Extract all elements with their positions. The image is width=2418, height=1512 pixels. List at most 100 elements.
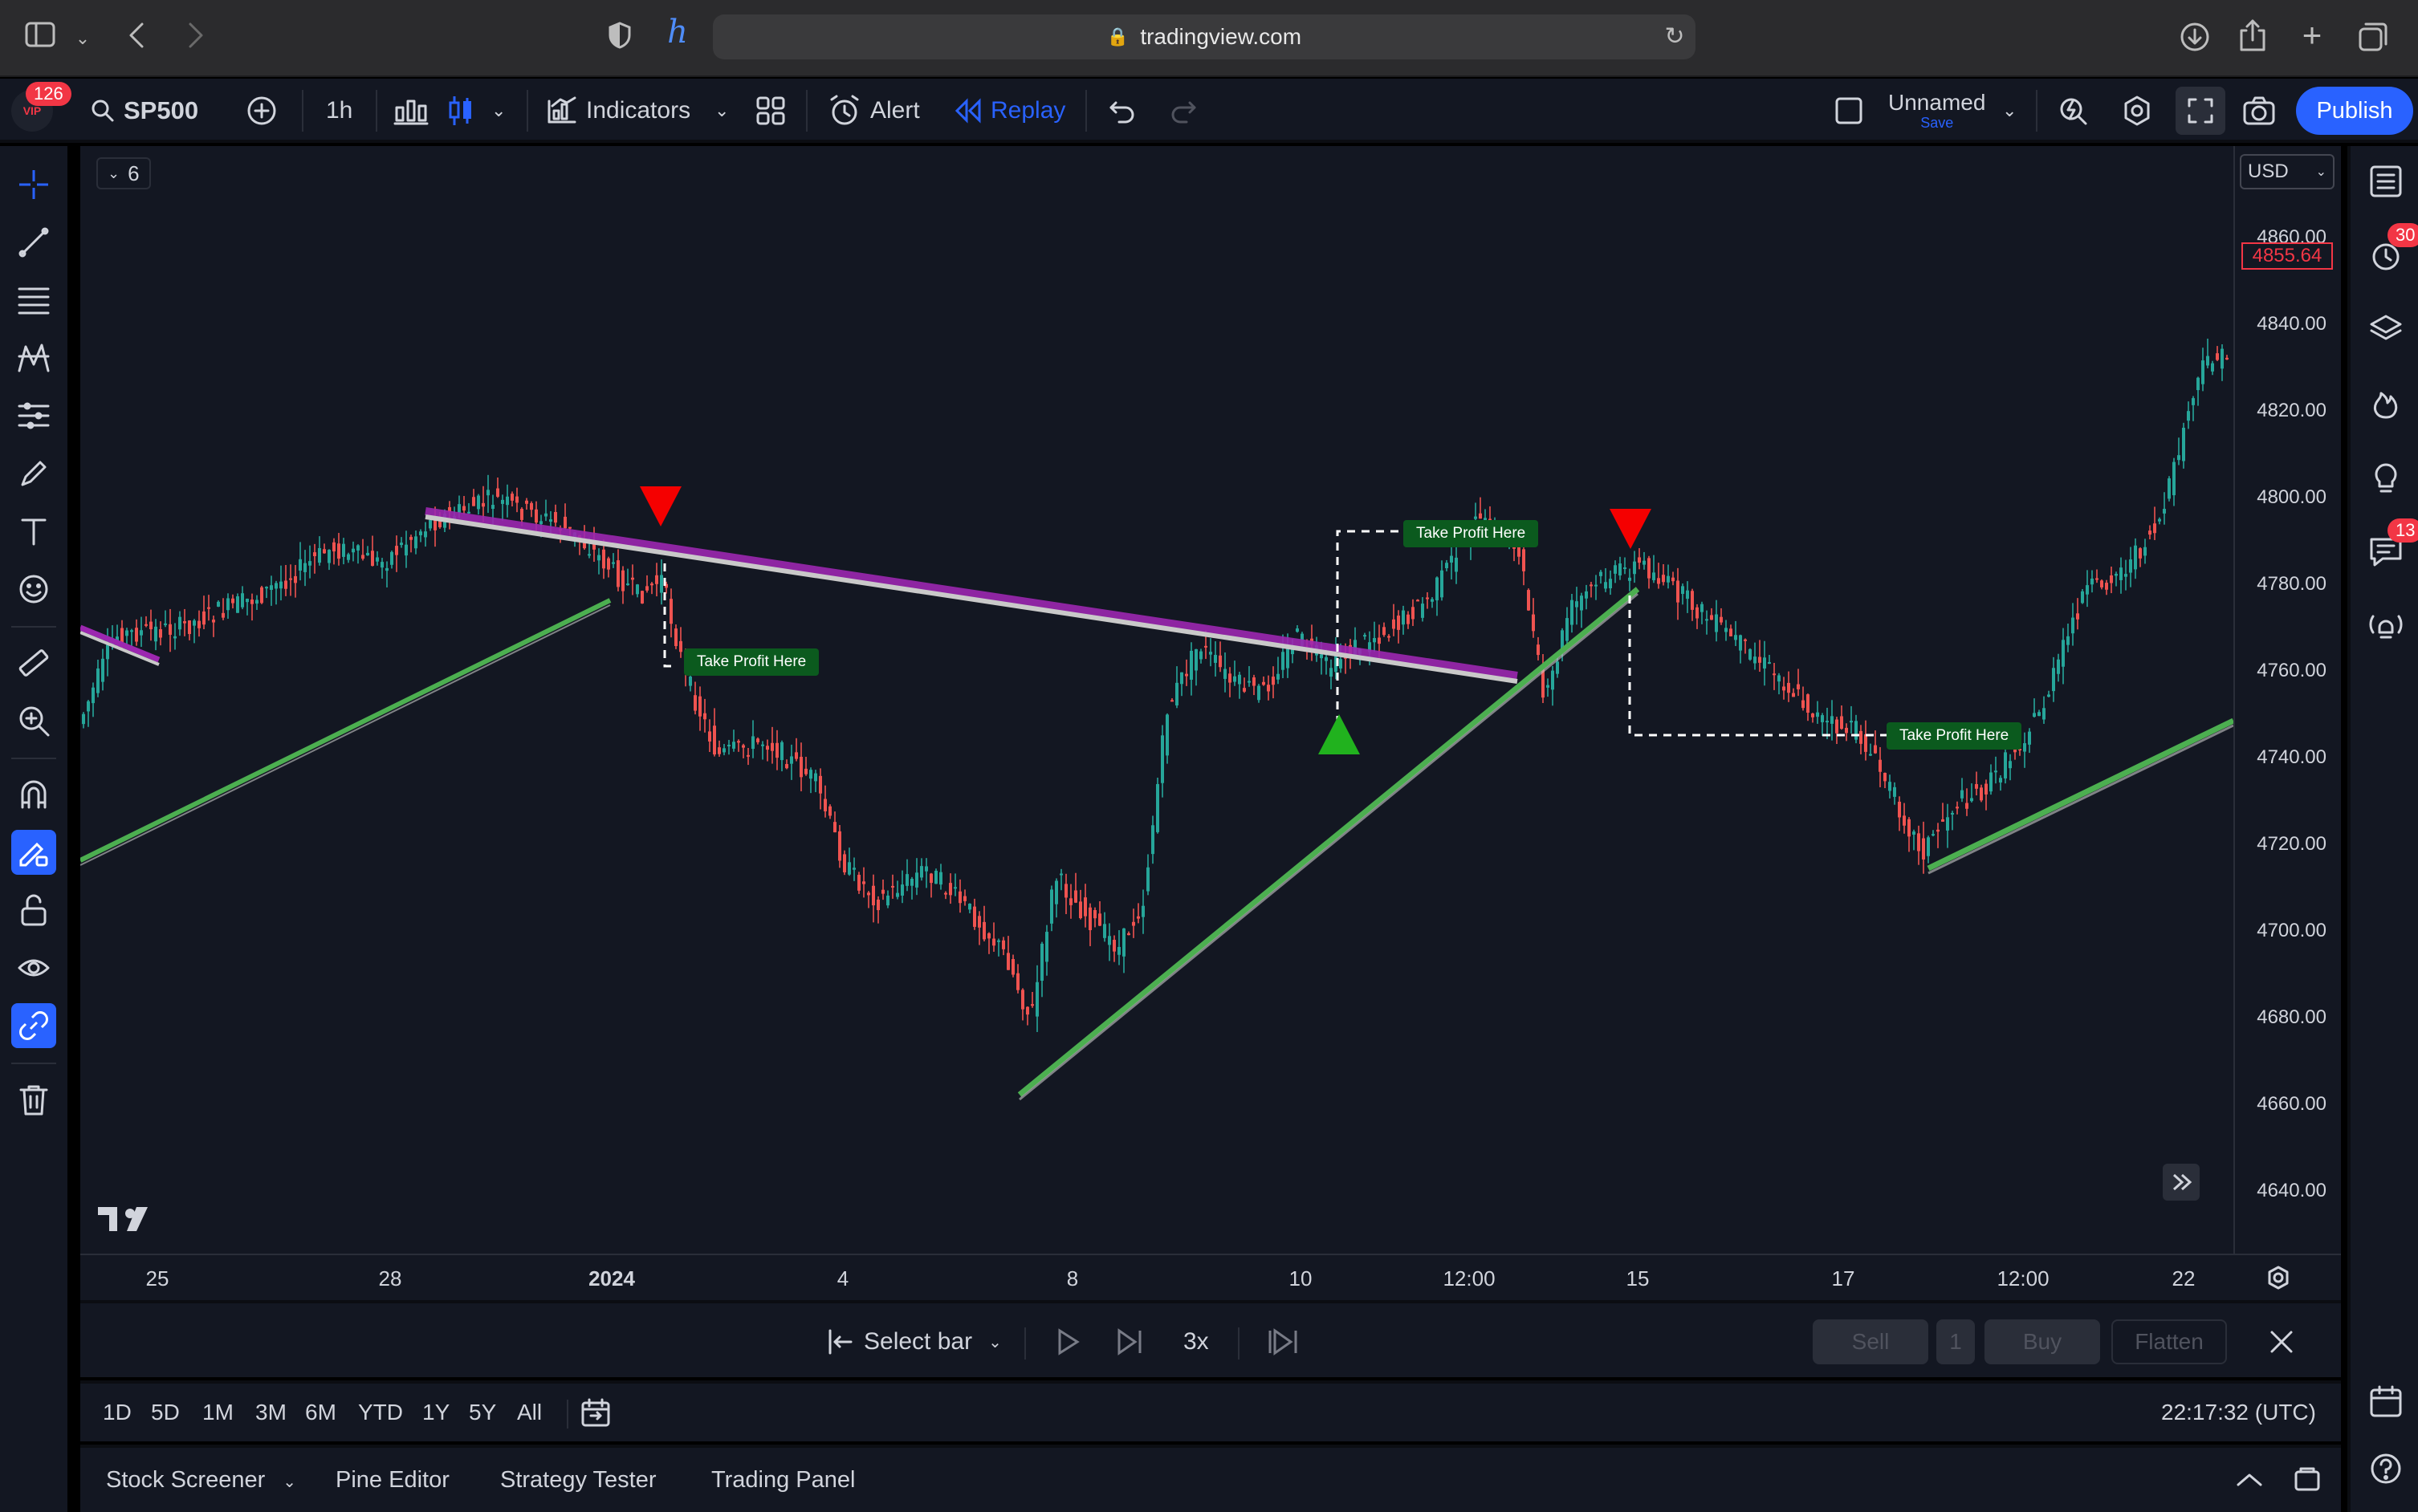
compare-button[interactable]: [246, 79, 278, 143]
address-bar[interactable]: 🔒 tradingview.com: [713, 14, 1695, 59]
chats-button[interactable]: 13: [2363, 518, 2418, 573]
layout-name-button[interactable]: Unnamed Save: [1888, 79, 1985, 143]
utc-clock[interactable]: 22:17:32 (UTC): [2161, 1400, 2316, 1425]
user-menu[interactable]: VIP 126: [11, 79, 71, 143]
close-replay-button[interactable]: [2267, 1319, 2296, 1364]
jump-to-realtime-button[interactable]: [1267, 1319, 1299, 1364]
select-bar-button[interactable]: Select bar ⌄: [825, 1319, 1002, 1364]
price-axis[interactable]: USD ⌄ 4860.00 4840.00 4820.00 4800.00 4780.0…: [2233, 146, 2341, 1254]
replay-speed-button[interactable]: 3x: [1183, 1319, 1209, 1364]
left-trendline-gray[interactable]: [80, 631, 160, 666]
take-profit-label-2[interactable]: Take Profit Here: [1403, 520, 1539, 547]
hide-drawings-tool[interactable]: [11, 945, 56, 990]
quick-search-button[interactable]: [2057, 79, 2089, 143]
quantity-field[interactable]: 1: [1936, 1319, 1975, 1364]
candles-button[interactable]: [446, 79, 475, 143]
back-icon[interactable]: [120, 21, 153, 57]
currency-selector[interactable]: USD ⌄: [2240, 154, 2335, 189]
chevron-down-icon[interactable]: ⌄: [75, 28, 91, 48]
forward-step-button[interactable]: [1116, 1319, 1145, 1364]
measure-tool[interactable]: [11, 640, 56, 685]
watchlist-button[interactable]: [2363, 159, 2408, 204]
play-button[interactable]: [1055, 1319, 1081, 1364]
tab-pine-editor[interactable]: Pine Editor: [336, 1467, 450, 1493]
descending-trendline-gray[interactable]: [425, 514, 1518, 684]
range-1m[interactable]: 1M: [202, 1400, 234, 1425]
take-profit-label-1[interactable]: Take Profit Here: [684, 648, 820, 676]
rising-trendline-middle[interactable]: [1017, 587, 1640, 1097]
lock-drawings-tool[interactable]: [11, 888, 56, 933]
range-3m[interactable]: 3M: [255, 1400, 287, 1425]
fullscreen-button[interactable]: [2176, 87, 2225, 135]
range-5d[interactable]: 5D: [151, 1400, 180, 1425]
fib-tool[interactable]: [11, 278, 56, 323]
text-tool[interactable]: [11, 509, 56, 554]
range-all[interactable]: All: [517, 1400, 543, 1425]
tab-trading-panel[interactable]: Trading Panel: [711, 1467, 856, 1493]
layout-grid-button[interactable]: [755, 79, 787, 143]
layout-checkbox[interactable]: [1834, 79, 1864, 143]
shield-icon[interactable]: [604, 21, 636, 57]
sync-drawings-tool[interactable]: [11, 1003, 56, 1048]
indicators-button[interactable]: Indicators: [546, 79, 690, 143]
axis-settings-button[interactable]: [2265, 1265, 2291, 1295]
sell-button[interactable]: Sell: [1813, 1319, 1928, 1364]
tradingview-logo[interactable]: [98, 1207, 148, 1231]
forecast-tool[interactable]: [11, 393, 56, 438]
publish-button[interactable]: Publish: [2296, 87, 2413, 135]
forward-icon[interactable]: [180, 21, 212, 57]
redo-button[interactable]: [1169, 79, 1198, 143]
maximize-panel-button[interactable]: [2293, 1465, 2322, 1498]
emoji-tool[interactable]: [11, 567, 56, 612]
range-1y[interactable]: 1Y: [422, 1400, 450, 1425]
layout-dropdown[interactable]: ⌄: [2002, 79, 2017, 143]
new-tab-icon[interactable]: +: [2302, 16, 2322, 54]
hotlists-button[interactable]: [2363, 380, 2408, 425]
expand-panel-button[interactable]: [2235, 1465, 2264, 1498]
alert-button[interactable]: Alert: [827, 79, 920, 143]
extension-icon[interactable]: h: [667, 14, 688, 51]
download-icon[interactable]: [2179, 21, 2211, 57]
magnet-tool[interactable]: [11, 772, 56, 817]
go-to-date-button[interactable]: [580, 1396, 612, 1433]
alerts-button[interactable]: 30: [2363, 223, 2418, 278]
range-6m[interactable]: 6M: [305, 1400, 336, 1425]
minds-button[interactable]: [2363, 602, 2408, 647]
reload-icon[interactable]: ↻: [1664, 23, 1685, 50]
legend-collapse-button[interactable]: ⌄ 6: [96, 157, 151, 189]
descending-trendline-purple[interactable]: [425, 507, 1518, 680]
flatten-button[interactable]: Flatten: [2111, 1319, 2227, 1364]
time-axis[interactable]: 25 28 2024 4 8 10 12:00 15 17 12:00 22: [80, 1254, 2341, 1299]
left-trendline-purple[interactable]: [80, 624, 161, 663]
zoom-tool[interactable]: [11, 698, 56, 743]
range-1d[interactable]: 1D: [103, 1400, 132, 1425]
object-tree-button[interactable]: [2363, 307, 2408, 352]
undo-button[interactable]: [1108, 79, 1137, 143]
rising-trendline-right[interactable]: [1927, 717, 2233, 872]
indicators-dropdown[interactable]: ⌄: [714, 79, 729, 143]
trend-line-tool[interactable]: [11, 220, 56, 265]
symbol-search[interactable]: SP500: [90, 79, 198, 143]
screenshot-button[interactable]: [2241, 79, 2277, 143]
share-icon[interactable]: [2238, 18, 2267, 57]
ideas-button[interactable]: [2363, 454, 2408, 499]
remove-drawings-tool[interactable]: [11, 1077, 56, 1122]
range-ytd[interactable]: YTD: [358, 1400, 403, 1425]
tab-stock-screener[interactable]: Stock Screener ⌄: [106, 1467, 296, 1494]
tab-strategy-tester[interactable]: Strategy Tester: [500, 1467, 657, 1493]
range-5y[interactable]: 5Y: [469, 1400, 497, 1425]
replay-button[interactable]: Replay: [954, 79, 1065, 143]
brush-tool[interactable]: [11, 451, 56, 496]
help-button[interactable]: [2363, 1446, 2408, 1491]
bar-style-button[interactable]: [393, 79, 429, 143]
scroll-to-realtime-button[interactable]: [2163, 1164, 2200, 1201]
pattern-tool[interactable]: [11, 335, 56, 380]
stay-in-drawing-mode-tool[interactable]: [11, 830, 56, 875]
interval-button[interactable]: 1h: [326, 79, 352, 143]
sidebar-icon[interactable]: [22, 21, 58, 55]
take-profit-label-3[interactable]: Take Profit Here: [1887, 722, 2022, 750]
calendar-button[interactable]: [2363, 1379, 2408, 1424]
crosshair-tool[interactable]: [11, 162, 56, 207]
tabs-icon[interactable]: [2357, 21, 2389, 57]
price-chart[interactable]: [80, 146, 2233, 1254]
